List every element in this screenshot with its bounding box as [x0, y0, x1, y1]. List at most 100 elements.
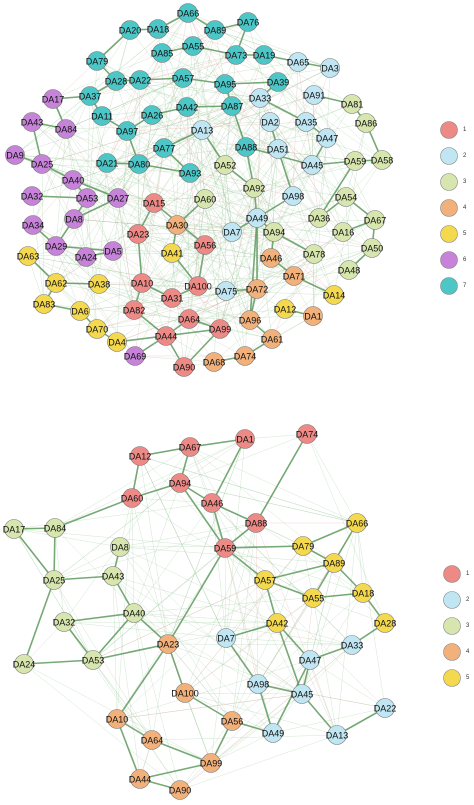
- node-DA47[interactable]: DA47: [316, 128, 339, 148]
- node-DA94[interactable]: DA94: [263, 222, 286, 242]
- node-DA18[interactable]: DA18: [352, 583, 375, 603]
- node-DA65[interactable]: DA65: [287, 52, 310, 72]
- node-DA6[interactable]: DA6: [70, 301, 90, 321]
- node-DA25[interactable]: DA25: [43, 570, 66, 590]
- node-DA60[interactable]: DA60: [194, 189, 217, 209]
- node-DA67[interactable]: DA67: [179, 437, 202, 457]
- node-DA72[interactable]: DA72: [246, 279, 269, 299]
- node-DA93[interactable]: DA93: [179, 163, 202, 183]
- node-DA9[interactable]: DA9: [5, 145, 25, 165]
- node-DA43[interactable]: DA43: [102, 566, 125, 586]
- node-DA34[interactable]: DA34: [22, 215, 45, 235]
- node-DA51[interactable]: DA51: [267, 139, 290, 159]
- node-DA49[interactable]: DA49: [246, 208, 269, 228]
- node-DA78[interactable]: DA78: [303, 244, 326, 264]
- node-DA40[interactable]: DA40: [123, 603, 146, 623]
- node-DA52[interactable]: DA52: [214, 155, 237, 175]
- node-DA74[interactable]: DA74: [296, 424, 319, 444]
- node-DA48[interactable]: DA48: [338, 260, 361, 280]
- node-DA82[interactable]: DA82: [123, 300, 146, 320]
- node-DA43[interactable]: DA43: [21, 112, 44, 132]
- node-DA66[interactable]: DA66: [177, 3, 200, 23]
- node-DA90[interactable]: DA90: [169, 780, 192, 800]
- node-DA16[interactable]: DA16: [332, 222, 355, 242]
- node-DA100[interactable]: DA100: [171, 683, 199, 703]
- node-DA67[interactable]: DA67: [364, 210, 387, 230]
- node-DA59[interactable]: DA59: [214, 538, 237, 558]
- node-DA46[interactable]: DA46: [260, 248, 283, 268]
- node-DA32[interactable]: DA32: [53, 612, 76, 632]
- node-DA40[interactable]: DA40: [62, 170, 85, 190]
- node-DA63[interactable]: DA63: [17, 246, 40, 266]
- node-DA56[interactable]: DA56: [194, 235, 217, 255]
- node-DA4[interactable]: DA4: [107, 332, 127, 352]
- node-DA58[interactable]: DA58: [371, 150, 394, 170]
- node-DA76[interactable]: DA76: [237, 12, 260, 32]
- node-DA12[interactable]: DA12: [274, 299, 297, 319]
- node-DA60[interactable]: DA60: [121, 488, 144, 508]
- node-DA12[interactable]: DA12: [129, 446, 152, 466]
- node-DA84[interactable]: DA84: [44, 518, 67, 538]
- node-DA33[interactable]: DA33: [341, 635, 364, 655]
- node-DA61[interactable]: DA61: [261, 329, 284, 349]
- node-DA31[interactable]: DA31: [161, 288, 184, 308]
- node-DA75[interactable]: DA75: [215, 281, 238, 301]
- node-DA91[interactable]: DA91: [303, 85, 326, 105]
- node-DA46[interactable]: DA46: [201, 493, 224, 513]
- node-DA23[interactable]: DA23: [157, 634, 180, 654]
- node-DA5[interactable]: DA5: [103, 241, 123, 261]
- node-DA24[interactable]: DA24: [75, 247, 98, 267]
- node-DA83[interactable]: DA83: [33, 294, 56, 314]
- node-DA7[interactable]: DA7: [216, 628, 236, 648]
- node-DA79[interactable]: DA79: [292, 536, 315, 556]
- node-DA73[interactable]: DA73: [225, 45, 248, 65]
- node-DA69[interactable]: DA69: [124, 346, 147, 366]
- node-DA10[interactable]: DA10: [106, 709, 129, 729]
- node-DA66[interactable]: DA66: [346, 513, 369, 533]
- node-DA98[interactable]: DA98: [282, 186, 305, 206]
- node-DA2[interactable]: DA2: [260, 112, 280, 132]
- node-DA18[interactable]: DA18: [147, 19, 170, 39]
- node-DA35[interactable]: DA35: [295, 112, 318, 132]
- node-DA71[interactable]: DA71: [283, 266, 306, 286]
- node-DA26[interactable]: DA26: [141, 105, 164, 125]
- node-DA80[interactable]: DA80: [128, 154, 151, 174]
- node-DA42[interactable]: DA42: [176, 97, 199, 117]
- node-DA1[interactable]: DA1: [303, 306, 323, 326]
- node-DA19[interactable]: DA19: [253, 45, 276, 65]
- node-DA45[interactable]: DA45: [291, 684, 314, 704]
- node-DA57[interactable]: DA57: [254, 570, 277, 590]
- node-DA57[interactable]: DA57: [172, 68, 195, 88]
- node-DA24[interactable]: DA24: [13, 654, 36, 674]
- node-DA55[interactable]: DA55: [182, 36, 205, 56]
- node-DA88[interactable]: DA88: [245, 513, 268, 533]
- node-DA85[interactable]: DA85: [151, 43, 174, 63]
- node-DA87[interactable]: DA87: [221, 96, 244, 116]
- node-DA1[interactable]: DA1: [235, 429, 255, 449]
- node-DA64[interactable]: DA64: [141, 730, 164, 750]
- node-DA44[interactable]: DA44: [129, 769, 152, 789]
- node-DA81[interactable]: DA81: [341, 94, 364, 114]
- node-DA37[interactable]: DA37: [79, 86, 102, 106]
- node-DA79[interactable]: DA79: [86, 51, 109, 71]
- node-DA89[interactable]: DA89: [323, 553, 346, 573]
- node-DA23[interactable]: DA23: [127, 224, 150, 244]
- node-DA7[interactable]: DA7: [222, 222, 242, 242]
- node-DA88[interactable]: DA88: [235, 137, 258, 157]
- node-DA97[interactable]: DA97: [116, 121, 139, 141]
- node-DA25[interactable]: DA25: [31, 154, 54, 174]
- node-DA56[interactable]: DA56: [221, 711, 244, 731]
- node-DA86[interactable]: DA86: [355, 113, 378, 133]
- node-DA22[interactable]: DA22: [129, 70, 152, 90]
- node-DA90[interactable]: DA90: [173, 357, 196, 377]
- node-DA11[interactable]: DA11: [91, 106, 113, 126]
- node-DA28[interactable]: DA28: [105, 71, 128, 91]
- node-DA49[interactable]: DA49: [262, 723, 285, 743]
- node-DA8[interactable]: DA8: [110, 537, 130, 557]
- node-DA36[interactable]: DA36: [308, 208, 331, 228]
- node-DA33[interactable]: DA33: [249, 88, 272, 108]
- node-DA28[interactable]: DA28: [374, 613, 397, 633]
- node-DA95[interactable]: DA95: [214, 74, 237, 94]
- node-DA99[interactable]: DA99: [209, 319, 232, 339]
- node-DA22[interactable]: DA22: [374, 698, 397, 718]
